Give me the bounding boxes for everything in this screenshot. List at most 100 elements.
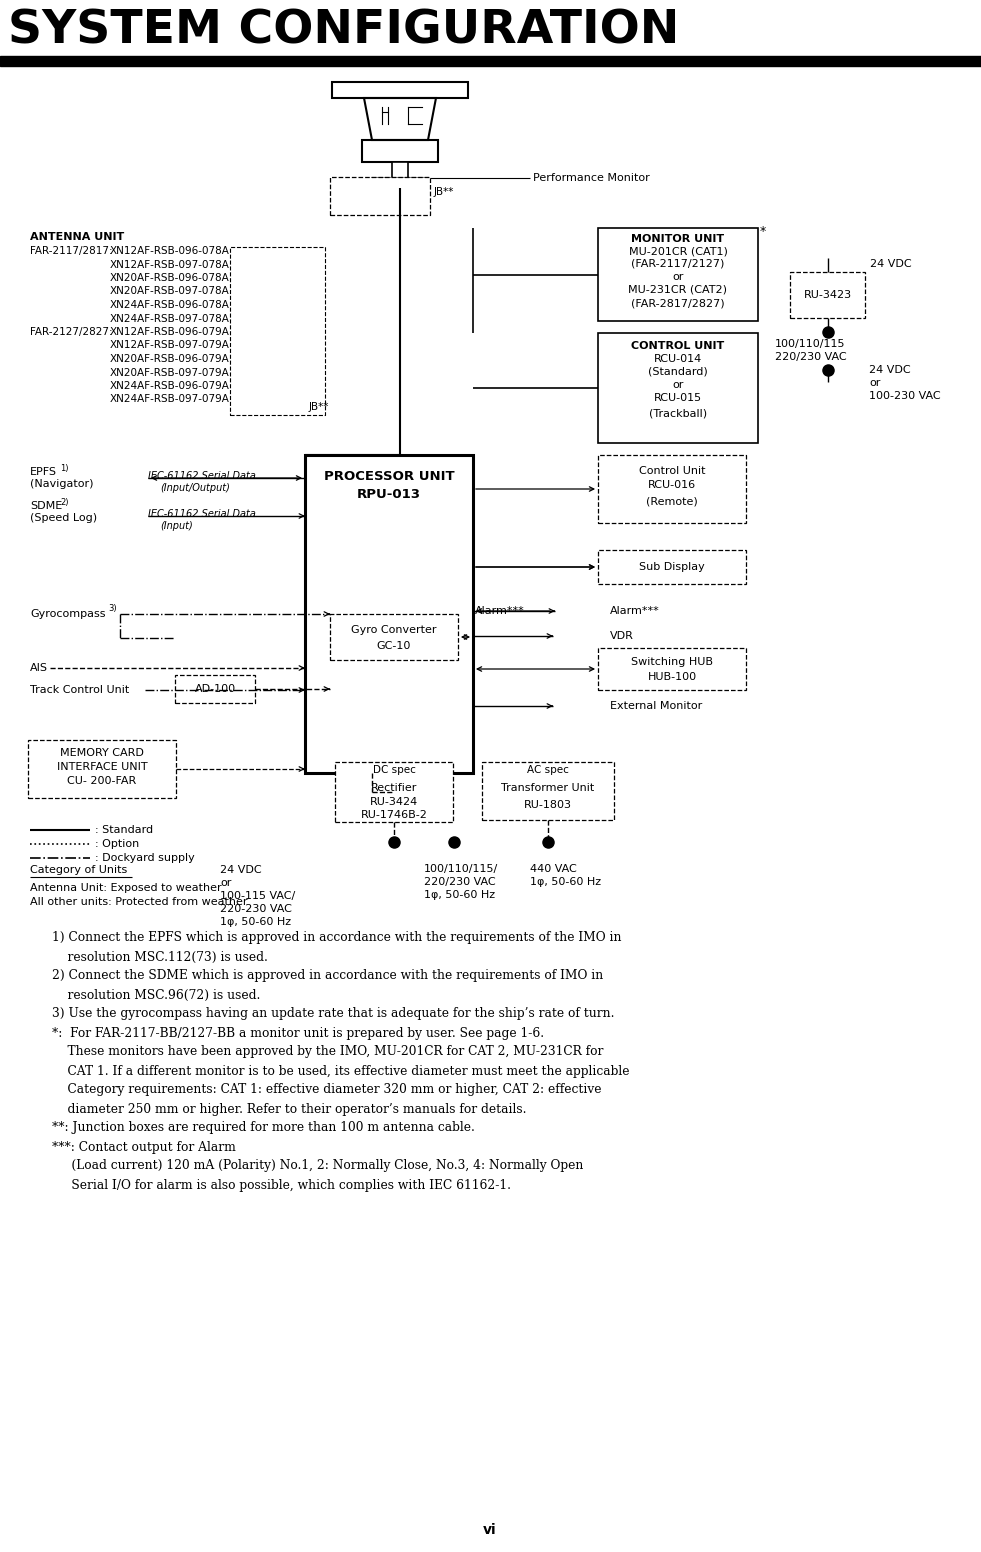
Bar	[175, 675, 255, 703]
Text: FAR-2117/2817:: FAR-2117/2817:	[30, 247, 113, 256]
Bar	[362, 140, 438, 161]
Text: INTERFACE UNIT: INTERFACE UNIT	[57, 762, 147, 771]
Bar	[0, 56, 981, 67]
Text: SYSTEM CONFIGURATION: SYSTEM CONFIGURATION	[8, 8, 680, 53]
Text: RPU-013: RPU-013	[357, 489, 421, 501]
Bar	[790, 272, 865, 318]
Text: (Input): (Input)	[160, 521, 192, 531]
Text: *:  For FAR-2117-BB/2127-BB a monitor unit is prepared by user. See page 1-6.: *: For FAR-2117-BB/2127-BB a monitor uni…	[52, 1026, 544, 1040]
Text: XN12AF-RSB-097-079A: XN12AF-RSB-097-079A	[110, 340, 230, 351]
Text: Rectifier: Rectifier	[371, 784, 417, 793]
Text: CAT 1. If a different monitor is to be used, its effective diameter must meet th: CAT 1. If a different monitor is to be u…	[52, 1065, 630, 1077]
Text: XN20AF-RSB-096-078A: XN20AF-RSB-096-078A	[110, 273, 230, 282]
Bar	[482, 762, 614, 819]
Text: EPFS: EPFS	[30, 467, 57, 476]
Text: resolution MSC.96(72) is used.: resolution MSC.96(72) is used.	[52, 989, 260, 1001]
Text: resolution MSC.112(73) is used.: resolution MSC.112(73) is used.	[52, 950, 268, 964]
Text: XN24AF-RSB-096-079A: XN24AF-RSB-096-079A	[110, 380, 230, 391]
Bar	[598, 549, 746, 584]
Text: IEC-61162 Serial Data: IEC-61162 Serial Data	[148, 509, 256, 518]
Text: (Remote): (Remote)	[646, 497, 697, 506]
Text: RCU-014: RCU-014	[654, 354, 702, 365]
Text: 2) Connect the SDME which is approved in accordance with the requirements of IMO: 2) Connect the SDME which is approved in…	[52, 970, 603, 982]
Text: **: Junction boxes are required for more than 100 m antenna cable.: **: Junction boxes are required for more…	[52, 1122, 475, 1135]
Text: (Input/Output): (Input/Output)	[160, 483, 230, 494]
Bar	[330, 177, 430, 216]
Text: MU-201CR (CAT1): MU-201CR (CAT1)	[629, 247, 728, 258]
Text: XN24AF-RSB-097-079A: XN24AF-RSB-097-079A	[110, 394, 230, 405]
Text: CU- 200-FAR: CU- 200-FAR	[68, 776, 136, 785]
Text: 100/110/115: 100/110/115	[775, 338, 846, 349]
Text: 1φ, 50-60 Hz: 1φ, 50-60 Hz	[424, 889, 495, 900]
Bar	[598, 228, 758, 321]
Text: 440 VAC: 440 VAC	[530, 864, 577, 874]
Text: *: *	[760, 225, 766, 239]
Text: JB**: JB**	[434, 186, 454, 197]
Text: ***: Contact output for Alarm: ***: Contact output for Alarm	[52, 1141, 235, 1153]
Bar	[598, 455, 746, 523]
Text: (Load current) 120 mA (Polarity) No.1, 2: Normally Close, No.3, 4: Normally Open: (Load current) 120 mA (Polarity) No.1, 2…	[52, 1159, 584, 1172]
Text: CONTROL UNIT: CONTROL UNIT	[632, 341, 725, 351]
Text: 3): 3)	[108, 604, 117, 613]
Text: (Navigator): (Navigator)	[30, 480, 93, 489]
Text: (Trackball): (Trackball)	[649, 408, 707, 417]
Text: Performance Monitor: Performance Monitor	[533, 172, 649, 183]
Text: Alarm***: Alarm***	[475, 605, 525, 616]
Text: ANTENNA UNIT: ANTENNA UNIT	[30, 231, 125, 242]
Text: : Standard: : Standard	[95, 826, 153, 835]
Text: MONITOR UNIT: MONITOR UNIT	[632, 234, 725, 244]
Text: FAR-2127/2827:: FAR-2127/2827:	[30, 327, 113, 337]
Text: IEC-61162 Serial Data: IEC-61162 Serial Data	[148, 470, 256, 481]
Bar	[335, 762, 453, 823]
Text: RU-3423: RU-3423	[803, 290, 852, 300]
Text: MU-231CR (CAT2): MU-231CR (CAT2)	[629, 286, 728, 295]
Text: 24 VDC: 24 VDC	[220, 864, 262, 875]
Text: 220/230 VAC: 220/230 VAC	[775, 352, 847, 362]
Text: MEMORY CARD: MEMORY CARD	[60, 748, 144, 757]
Text: diameter 250 mm or higher. Refer to their operator’s manuals for details.: diameter 250 mm or higher. Refer to thei…	[52, 1102, 527, 1116]
Text: XN24AF-RSB-097-078A: XN24AF-RSB-097-078A	[110, 314, 230, 323]
Text: DC spec: DC spec	[373, 765, 415, 774]
Text: AD-100: AD-100	[194, 684, 235, 694]
Text: 3) Use the gyrocompass having an update rate that is adequate for the ship’s rat: 3) Use the gyrocompass having an update …	[52, 1007, 614, 1021]
Text: : Dockyard supply: : Dockyard supply	[95, 854, 195, 863]
Text: Alarm***: Alarm***	[610, 605, 660, 616]
Text: 1φ, 50-60 Hz: 1φ, 50-60 Hz	[220, 917, 291, 927]
Text: Antenna Unit: Exposed to weather: Antenna Unit: Exposed to weather	[30, 883, 222, 892]
Text: JB**: JB**	[309, 402, 330, 411]
Bar	[372, 178, 428, 188]
Text: Control Unit: Control Unit	[639, 466, 705, 476]
Bar	[305, 455, 473, 773]
Text: GC-10: GC-10	[377, 641, 411, 650]
Text: All other units: Protected from weather: All other units: Protected from weather	[30, 897, 247, 906]
Text: or: or	[869, 379, 880, 388]
Text: Gyro Converter: Gyro Converter	[351, 625, 437, 635]
Text: XN20AF-RSB-097-079A: XN20AF-RSB-097-079A	[110, 368, 230, 377]
Text: XN12AF-RSB-097-078A: XN12AF-RSB-097-078A	[110, 259, 230, 270]
Text: These monitors have been approved by the IMO, MU-201CR for CAT 2, MU-231CR for: These monitors have been approved by the…	[52, 1046, 603, 1058]
Text: RCU-016: RCU-016	[647, 480, 697, 490]
Text: Switching HUB: Switching HUB	[631, 656, 713, 667]
Text: VDR: VDR	[610, 632, 634, 641]
Text: RU-1803: RU-1803	[524, 799, 572, 810]
Text: Track Control Unit: Track Control Unit	[30, 684, 129, 695]
Bar	[598, 649, 746, 691]
Text: Gyrocompass: Gyrocompass	[30, 608, 106, 619]
Text: vi: vi	[484, 1523, 496, 1536]
Text: AIS: AIS	[30, 663, 48, 674]
Text: Category requirements: CAT 1: effective diameter 320 mm or higher, CAT 2: effect: Category requirements: CAT 1: effective …	[52, 1083, 601, 1097]
Text: External Monitor: External Monitor	[610, 702, 702, 711]
Text: or: or	[672, 380, 684, 390]
Text: (Speed Log): (Speed Log)	[30, 514, 97, 523]
Text: XN20AF-RSB-097-078A: XN20AF-RSB-097-078A	[110, 287, 230, 296]
Text: 220-230 VAC: 220-230 VAC	[220, 903, 292, 914]
Text: 100-115 VAC/: 100-115 VAC/	[220, 891, 295, 902]
Text: 1): 1)	[60, 464, 69, 472]
Text: PROCESSOR UNIT: PROCESSOR UNIT	[324, 470, 454, 484]
Bar	[332, 82, 468, 98]
Text: RU-1746B-2: RU-1746B-2	[361, 810, 428, 819]
Text: XN20AF-RSB-096-079A: XN20AF-RSB-096-079A	[110, 354, 230, 365]
Bar	[598, 334, 758, 442]
Text: (Standard): (Standard)	[648, 366, 708, 377]
Bar	[392, 161, 408, 178]
